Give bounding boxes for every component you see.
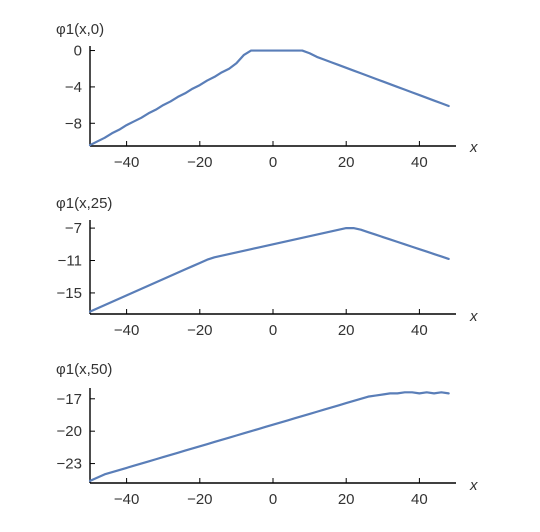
y-tick-label: −11 — [58, 253, 82, 270]
x-tick-label: −20 — [187, 491, 212, 508]
y-axis-label: φ1(x,25) — [56, 195, 112, 212]
y-tick-label: −7 — [65, 220, 82, 237]
y-tick-label: −17 — [57, 391, 82, 408]
x-tick-label: 40 — [411, 491, 428, 508]
x-tick-label: 0 — [269, 154, 277, 171]
y-tick-label: −8 — [65, 115, 82, 132]
x-axis-label: x — [469, 139, 478, 156]
x-axis-label: x — [469, 477, 478, 494]
x-tick-label: −40 — [114, 154, 139, 171]
y-tick-label: −23 — [57, 456, 82, 473]
series-line — [88, 49, 450, 147]
chart-panel-2: φ1(x,25) −7 −11 −15 −40 −20 0 20 40 x — [56, 195, 478, 339]
x-tick-label: 20 — [338, 322, 355, 339]
y-axis-label: φ1(x,0) — [56, 21, 104, 38]
x-tick-label: 0 — [269, 322, 277, 339]
y-tick-label: −15 — [57, 285, 82, 302]
x-axis-label: x — [469, 308, 478, 325]
series-line — [88, 391, 450, 482]
x-tick-label: 0 — [269, 491, 277, 508]
y-tick-label: 0 — [74, 43, 82, 60]
x-tick-label: −20 — [187, 322, 212, 339]
x-tick-label: −40 — [114, 322, 139, 339]
x-tick-label: 40 — [411, 322, 428, 339]
x-tick-label: −40 — [114, 491, 139, 508]
chart-panel-1: φ1(x,0) 0 −4 −8 −40 −20 0 20 40 x — [56, 21, 478, 171]
x-tick-label: −20 — [187, 154, 212, 171]
y-tick-label: −20 — [57, 423, 82, 440]
y-tick-label: −4 — [65, 79, 82, 96]
x-tick-label: 40 — [411, 154, 428, 171]
x-tick-label: 20 — [338, 154, 355, 171]
series-line — [88, 227, 450, 313]
y-axis-label: φ1(x,50) — [56, 361, 112, 378]
chart-panel-3: φ1(x,50) −17 −20 −23 −40 −20 0 20 40 x — [56, 361, 478, 508]
x-tick-label: 20 — [338, 491, 355, 508]
